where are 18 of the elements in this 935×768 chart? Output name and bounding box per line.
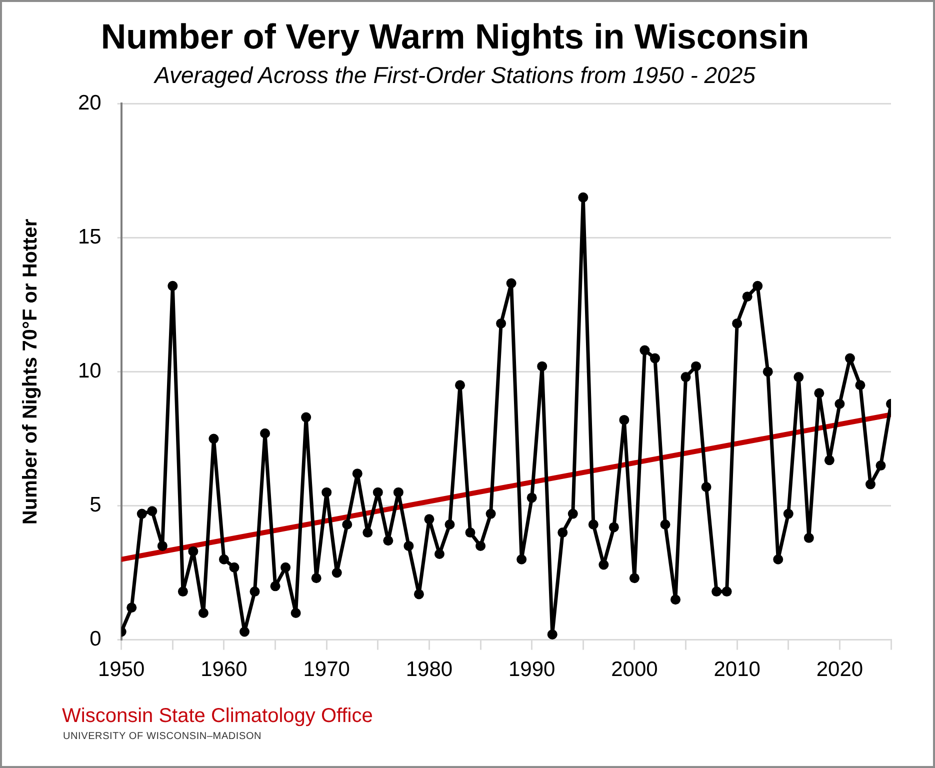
y-tick-label: 5 (90, 494, 102, 517)
text: Wisconsin State Climatology Office (62, 705, 373, 728)
x-tick-label: 1960 (200, 658, 248, 682)
x-tick-label: 1950 (98, 658, 145, 682)
x-tick-label: 1980 (406, 658, 453, 682)
y-axis-title: Number of Nights 70°F or Hotter (20, 218, 42, 525)
y-tick-label: 15 (78, 225, 102, 248)
y-tick-label: 10 (78, 359, 102, 382)
x-tick-label: 2010 (714, 658, 760, 682)
x-tick-label: 2020 (816, 658, 864, 682)
chart-subtitle: Averaged Across the First-Order Stations from 1950 - 2025 (152, 62, 756, 88)
chart-title: Number of Very Warm Nights in Wisconsin (100, 18, 810, 57)
x-tick-label: 2000 (611, 658, 658, 682)
x-tick-label: 1990 (508, 658, 556, 682)
x-tick-label: 1970 (303, 658, 350, 682)
y-tick-label: 0 (90, 628, 102, 651)
text: UNIVERSITY OF WISCONSIN–MADISON (63, 731, 262, 742)
y-tick-label: 20 (78, 91, 102, 114)
